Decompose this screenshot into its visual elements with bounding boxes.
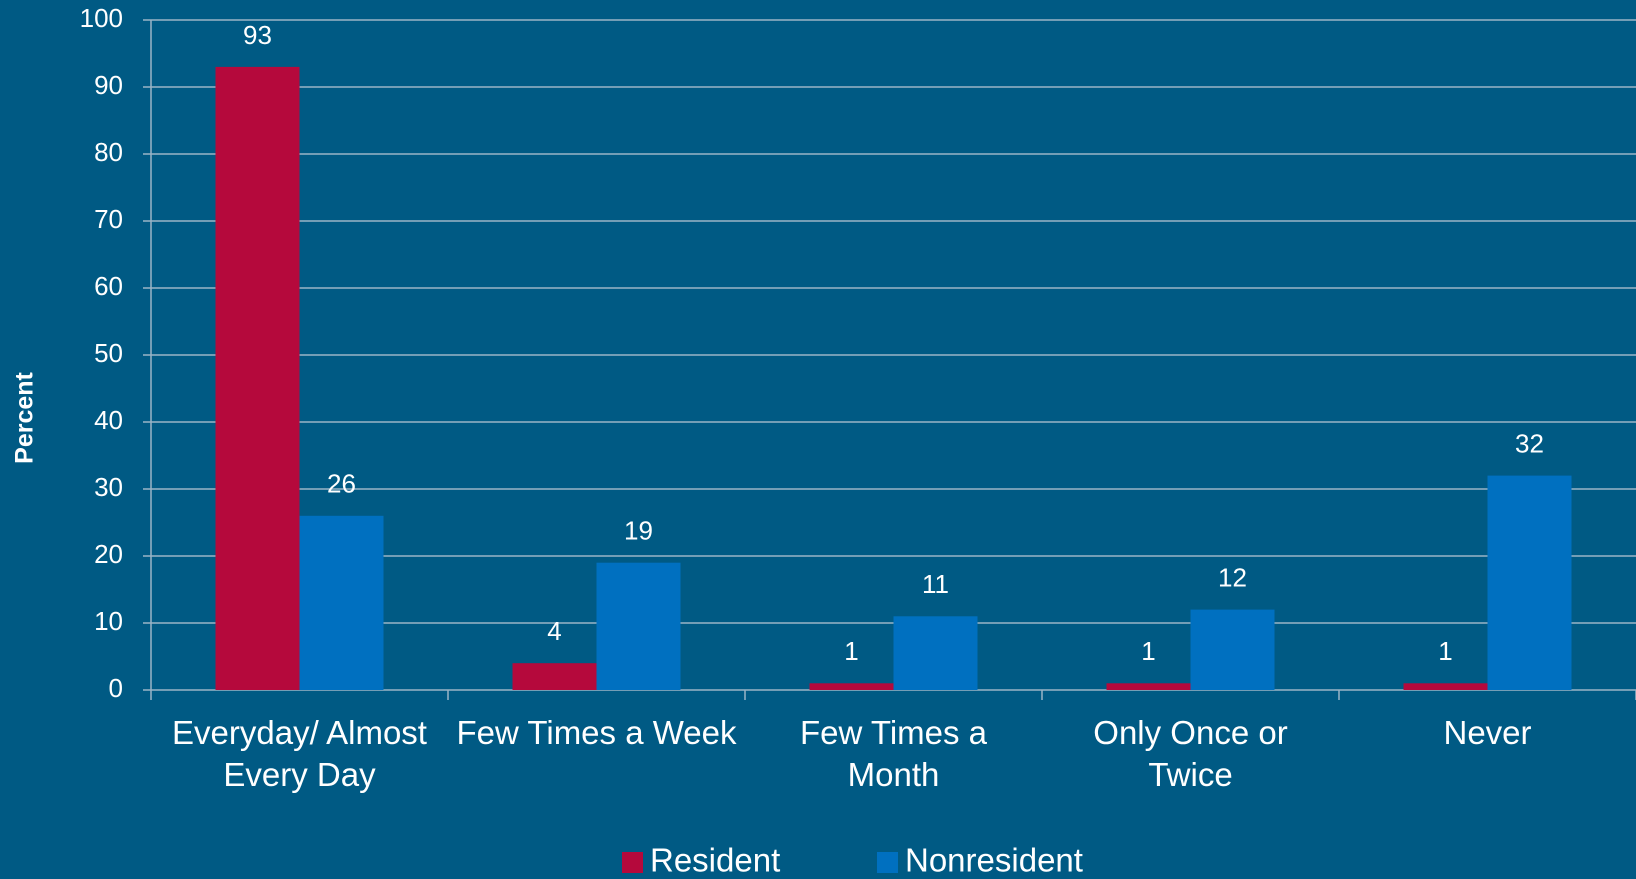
bar bbox=[215, 66, 300, 690]
bar bbox=[1487, 475, 1572, 690]
bar bbox=[1403, 683, 1488, 690]
data-label: 11 bbox=[922, 569, 949, 599]
y-tick-label: 60 bbox=[94, 271, 123, 301]
data-label: 19 bbox=[624, 516, 653, 546]
data-label: 1 bbox=[1438, 636, 1452, 666]
y-tick-label: 0 bbox=[109, 673, 123, 703]
y-tick-label: 80 bbox=[94, 137, 123, 167]
legend-label: Resident bbox=[650, 842, 780, 879]
bar bbox=[299, 515, 384, 690]
x-tick-label: Never bbox=[1443, 714, 1532, 751]
y-axis-label: Percent bbox=[11, 371, 39, 463]
legend-swatch bbox=[622, 852, 643, 873]
y-tick-label: 50 bbox=[94, 338, 123, 368]
legend-label: Nonresident bbox=[905, 842, 1083, 879]
data-label: 4 bbox=[547, 616, 561, 646]
y-tick-label: 10 bbox=[94, 606, 123, 636]
x-tick-label: Few Times a Week bbox=[456, 714, 737, 751]
bar bbox=[1106, 683, 1191, 690]
data-label: 1 bbox=[1141, 636, 1155, 666]
y-tick-label: 100 bbox=[80, 3, 123, 33]
bar bbox=[512, 663, 597, 690]
y-tick-label: 70 bbox=[94, 204, 123, 234]
x-tick-label: Everyday/ Almost Every Day bbox=[172, 714, 427, 793]
y-tick-label: 30 bbox=[94, 472, 123, 502]
data-label: 26 bbox=[327, 469, 356, 499]
bar bbox=[809, 683, 894, 690]
data-label: 32 bbox=[1515, 428, 1544, 458]
y-tick-label: 90 bbox=[94, 70, 123, 100]
y-tick-label: 20 bbox=[94, 539, 123, 569]
data-label: 12 bbox=[1218, 562, 1247, 592]
y-tick-label: 40 bbox=[94, 405, 123, 435]
x-tick-label: Only Once or Twice bbox=[1093, 714, 1288, 793]
legend-swatch bbox=[877, 852, 898, 873]
data-label: 93 bbox=[243, 20, 272, 50]
bar bbox=[893, 616, 978, 690]
data-label: 1 bbox=[844, 636, 858, 666]
bar bbox=[596, 562, 681, 690]
bar bbox=[1190, 609, 1275, 690]
x-tick-label: Few Times a Month bbox=[799, 714, 988, 793]
